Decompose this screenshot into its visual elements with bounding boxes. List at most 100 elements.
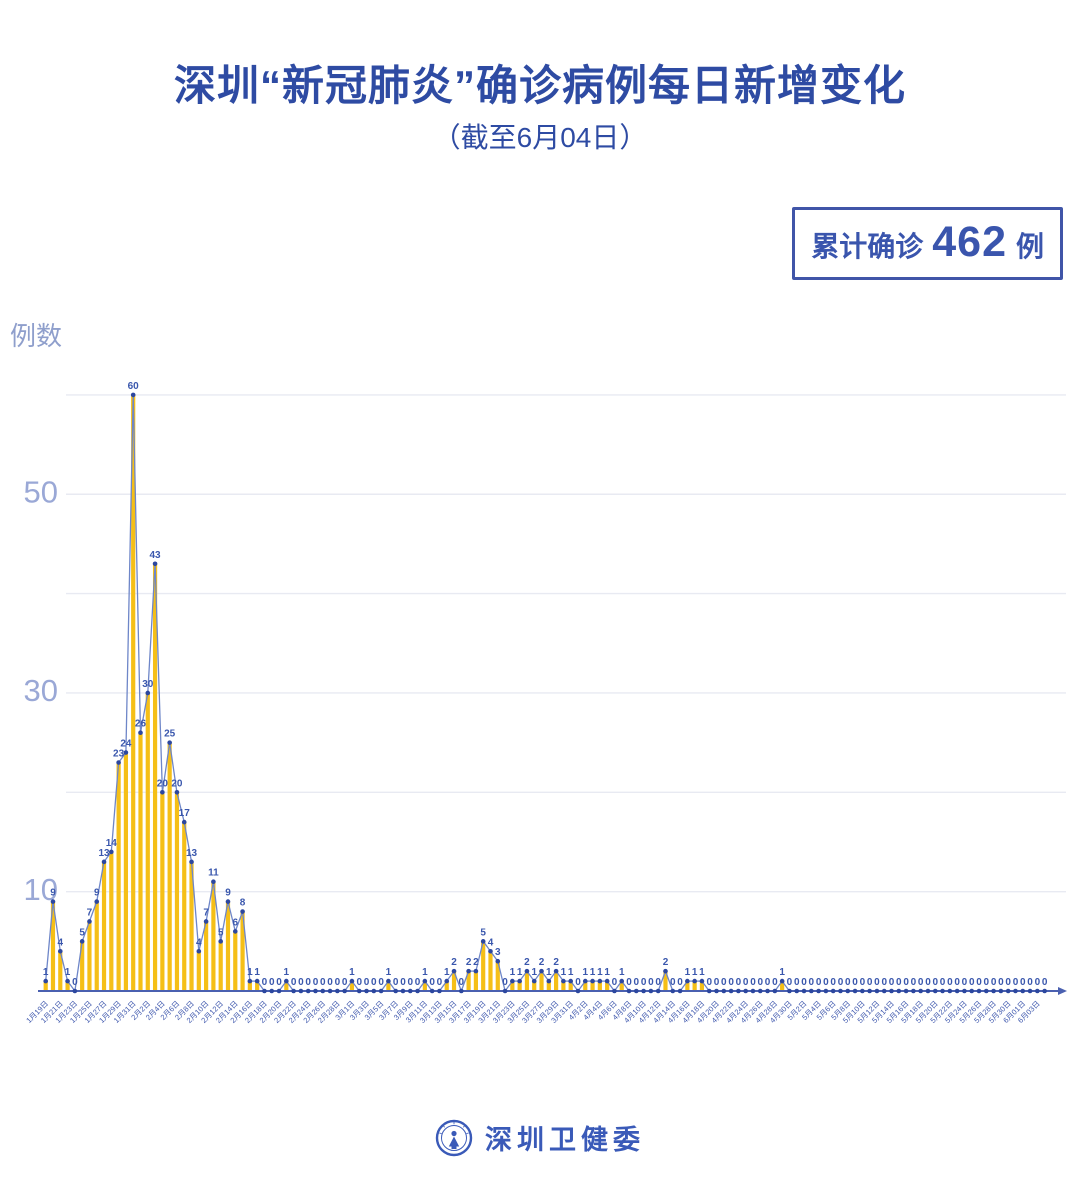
bar bbox=[80, 941, 85, 991]
data-point bbox=[167, 740, 172, 745]
value-label: 0 bbox=[991, 977, 997, 988]
bar bbox=[583, 981, 588, 991]
value-label: 0 bbox=[298, 977, 304, 988]
value-label: 0 bbox=[984, 977, 990, 988]
data-point bbox=[663, 968, 668, 974]
data-point bbox=[823, 988, 829, 994]
data-point bbox=[546, 978, 552, 984]
value-label: 0 bbox=[677, 977, 683, 988]
value-label: 2 bbox=[451, 957, 457, 968]
data-point bbox=[626, 988, 632, 994]
bar bbox=[532, 981, 537, 991]
data-point bbox=[896, 988, 902, 994]
data-point bbox=[867, 988, 872, 994]
bar bbox=[780, 981, 785, 991]
data-point bbox=[415, 988, 420, 994]
data-point bbox=[539, 968, 544, 974]
data-point bbox=[553, 968, 559, 974]
data-point bbox=[247, 978, 253, 984]
bar bbox=[255, 981, 260, 991]
value-label: 14 bbox=[106, 838, 118, 849]
value-label: 2 bbox=[473, 957, 479, 968]
value-label: 0 bbox=[72, 977, 78, 988]
data-point bbox=[444, 978, 450, 984]
value-label: 3 bbox=[495, 947, 501, 958]
bar bbox=[233, 931, 238, 991]
data-point bbox=[903, 988, 909, 994]
bar bbox=[546, 981, 551, 991]
data-point bbox=[991, 988, 996, 994]
value-label: 0 bbox=[342, 977, 348, 988]
data-point bbox=[1035, 988, 1040, 994]
bar bbox=[50, 901, 56, 991]
data-point bbox=[218, 939, 223, 944]
data-point bbox=[145, 690, 151, 696]
value-label: 1 bbox=[386, 967, 392, 978]
bar bbox=[597, 981, 602, 991]
data-point bbox=[1027, 988, 1033, 994]
value-label: 0 bbox=[276, 977, 282, 988]
y-tick-label: 30 bbox=[24, 673, 58, 708]
daily-cases-chart: 1030501941057913142324602630432025201713… bbox=[24, 381, 1067, 1025]
data-point bbox=[838, 988, 843, 994]
bar bbox=[554, 971, 559, 991]
data-point bbox=[911, 988, 916, 994]
data-point bbox=[364, 988, 369, 994]
value-label: 0 bbox=[867, 977, 873, 988]
bar bbox=[284, 981, 289, 991]
data-point bbox=[393, 988, 398, 994]
footer-org-name: 深圳卫健委 bbox=[485, 1125, 645, 1155]
data-point bbox=[50, 899, 56, 904]
data-point bbox=[568, 978, 573, 984]
data-point bbox=[750, 988, 756, 994]
value-label: 0 bbox=[313, 977, 319, 988]
data-point bbox=[561, 978, 566, 984]
data-point bbox=[932, 988, 938, 994]
data-point bbox=[203, 919, 209, 924]
bar bbox=[160, 792, 165, 991]
value-label: 0 bbox=[801, 977, 807, 988]
value-label: 13 bbox=[98, 848, 110, 859]
y-tick-label: 50 bbox=[24, 474, 58, 509]
data-point bbox=[327, 988, 333, 994]
bar bbox=[211, 881, 216, 991]
data-point bbox=[765, 988, 770, 994]
value-label: 1 bbox=[422, 967, 428, 978]
data-point bbox=[685, 978, 690, 984]
value-label: 0 bbox=[305, 977, 311, 988]
value-label: 8 bbox=[240, 898, 246, 909]
bar bbox=[167, 742, 172, 991]
data-point bbox=[648, 988, 654, 994]
bar bbox=[87, 921, 92, 991]
data-point bbox=[123, 750, 129, 755]
data-point bbox=[320, 988, 326, 994]
value-label: 0 bbox=[429, 977, 435, 988]
value-label: 4 bbox=[488, 937, 494, 948]
value-label: 25 bbox=[164, 729, 176, 740]
value-label: 0 bbox=[728, 977, 734, 988]
data-point bbox=[342, 988, 347, 994]
data-point bbox=[495, 958, 501, 964]
x-axis-arrow-icon bbox=[1058, 987, 1067, 995]
value-label: 0 bbox=[575, 977, 581, 988]
value-label: 1 bbox=[349, 967, 355, 978]
bar bbox=[247, 981, 252, 991]
data-point bbox=[189, 859, 194, 865]
value-label: 0 bbox=[437, 977, 443, 988]
data-point bbox=[130, 392, 136, 398]
data-point bbox=[109, 849, 114, 855]
data-point bbox=[43, 978, 48, 984]
data-point bbox=[787, 988, 792, 994]
bar bbox=[182, 822, 187, 991]
value-label: 1 bbox=[510, 967, 516, 978]
data-point bbox=[517, 978, 522, 984]
data-point bbox=[451, 968, 457, 974]
data-point bbox=[845, 988, 851, 994]
bar bbox=[138, 732, 143, 991]
data-point bbox=[254, 978, 260, 984]
value-label: 1 bbox=[444, 967, 450, 978]
data-point bbox=[925, 988, 931, 994]
data-point bbox=[291, 988, 296, 994]
value-label: 2 bbox=[663, 957, 669, 968]
value-label: 0 bbox=[655, 977, 661, 988]
